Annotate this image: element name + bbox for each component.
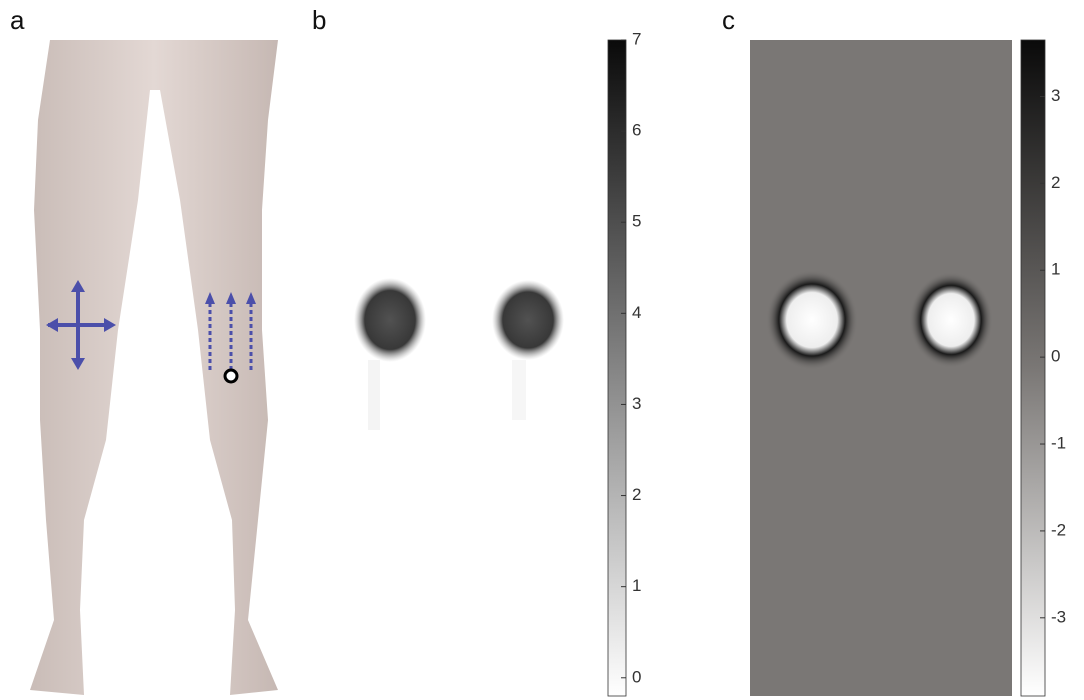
tick-label: 1 [1051,260,1060,279]
panel-label: b [312,5,326,35]
tick-label: 3 [632,394,641,413]
legs-illustration [30,40,278,695]
colorbar [1020,39,1046,697]
tick-label: 7 [632,29,641,48]
tick-label: -1 [1051,434,1066,453]
panel-label: a [10,5,25,35]
colorbar [607,39,627,697]
tick-label: -3 [1051,607,1066,626]
tick-label: 6 [632,121,641,140]
heatmap-c [750,40,1012,696]
tick-label: 5 [632,212,641,231]
heatmap-b [354,278,564,430]
tick-label: 3 [1051,86,1060,105]
tick-label: 2 [632,485,641,504]
tick-label: -2 [1051,520,1066,539]
tick-label: 4 [632,303,641,322]
tick-label: 0 [632,667,641,686]
tick-label: 1 [632,576,641,595]
panel-label: c [722,5,735,35]
tick-label: 2 [1051,173,1060,192]
tick-label: 0 [1051,347,1060,366]
